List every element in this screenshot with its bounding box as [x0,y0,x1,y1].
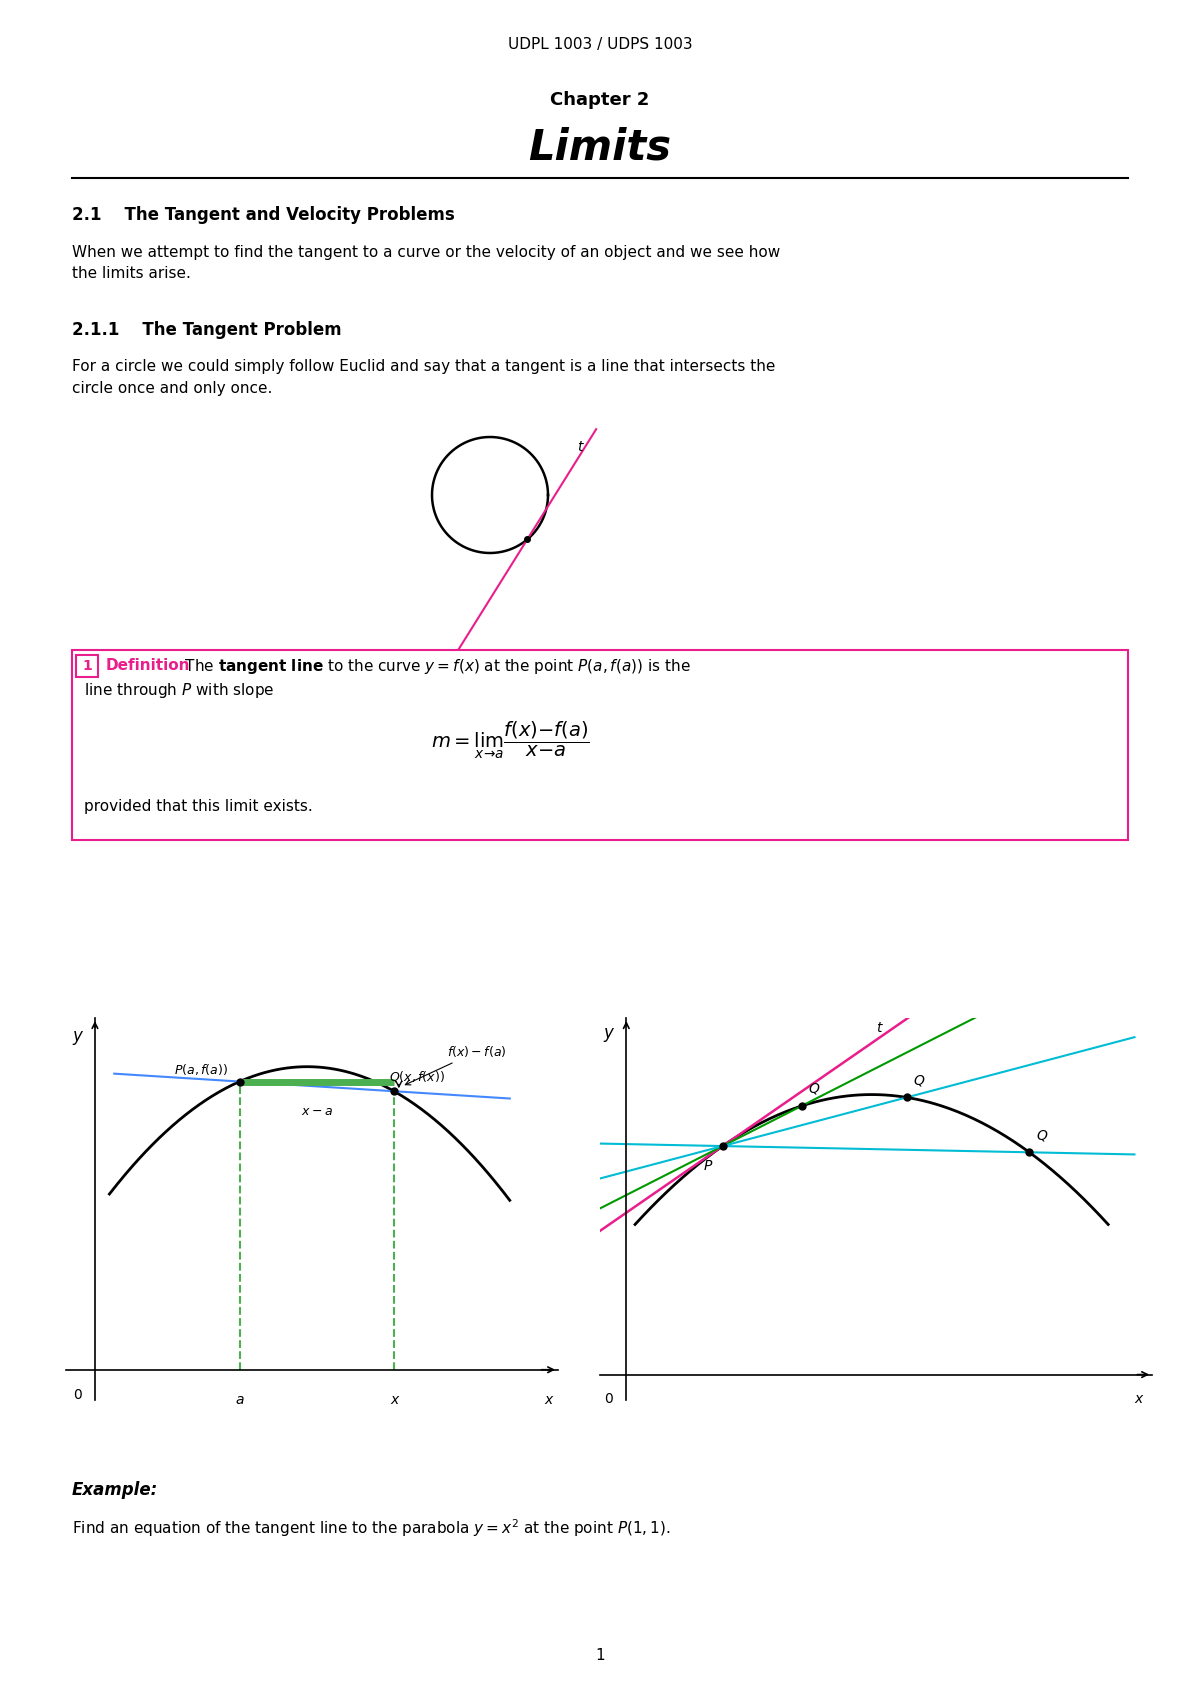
Text: Find an equation of the tangent line to the parabola $y = x^2$ at the point $P(1: Find an equation of the tangent line to … [72,1517,671,1539]
Text: provided that this limit exists.: provided that this limit exists. [84,799,313,815]
Text: circle once and only once.: circle once and only once. [72,380,272,395]
Text: Chapter 2: Chapter 2 [551,92,649,109]
Text: Q: Q [809,1081,820,1096]
Text: x: x [390,1393,398,1407]
Text: Definition: Definition [106,658,191,674]
Text: Limits: Limits [528,127,672,170]
Text: $Q(x, f(x))$: $Q(x, f(x))$ [389,1069,445,1084]
FancyBboxPatch shape [72,650,1128,840]
Text: 0: 0 [605,1392,613,1407]
Text: $x - a$: $x - a$ [301,1105,332,1118]
Text: 1: 1 [595,1648,605,1663]
Text: UDPL 1003 / UDPS 1003: UDPL 1003 / UDPS 1003 [508,37,692,53]
Text: $f(x) - f(a)$: $f(x) - f(a)$ [406,1044,506,1084]
Text: For a circle we could simply follow Euclid and say that a tangent is a line that: For a circle we could simply follow Eucl… [72,358,775,373]
Text: the limits arise.: the limits arise. [72,266,191,282]
FancyBboxPatch shape [76,655,98,677]
Text: Q: Q [913,1073,924,1088]
Text: 2.1    The Tangent and Velocity Problems: 2.1 The Tangent and Velocity Problems [72,205,455,224]
Text: Q: Q [1037,1129,1048,1142]
Text: t: t [876,1022,882,1035]
Text: t: t [577,440,582,455]
Text: x: x [545,1393,552,1407]
Text: The $\mathbf{tangent\ line}$ to the curve $y = f(x)$ at the point $P(a, f(a))$ i: The $\mathbf{tangent\ line}$ to the curv… [180,657,691,675]
Text: P: P [703,1159,712,1173]
Text: $P(a, f(a))$: $P(a, f(a))$ [174,1062,228,1076]
Text: 2.1.1    The Tangent Problem: 2.1.1 The Tangent Problem [72,321,342,339]
Text: $m = \lim_{x \to a} \dfrac{f(x) - f(a)}{x - a}$: $m = \lim_{x \to a} \dfrac{f(x) - f(a)}{… [431,720,589,760]
Text: line through $P$ with slope: line through $P$ with slope [84,680,275,699]
Text: x: x [1135,1392,1142,1407]
Text: a: a [235,1393,244,1407]
Text: 1: 1 [82,658,92,674]
Text: 0: 0 [73,1388,82,1402]
Text: y: y [604,1025,613,1042]
Text: y: y [73,1027,83,1045]
Text: When we attempt to find the tangent to a curve or the velocity of an object and : When we attempt to find the tangent to a… [72,244,780,260]
Text: Example:: Example: [72,1481,158,1498]
